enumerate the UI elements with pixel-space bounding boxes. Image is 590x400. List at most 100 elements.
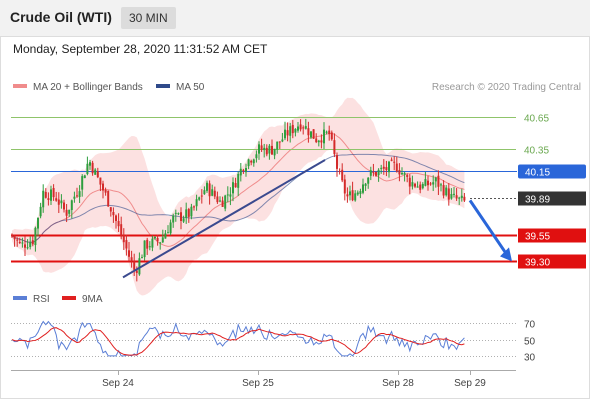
x-tick-label-0: Sep 24 bbox=[102, 378, 134, 389]
candle-body bbox=[78, 191, 81, 198]
candle-body bbox=[21, 242, 24, 244]
candle-body bbox=[273, 148, 276, 156]
candle-body bbox=[164, 233, 167, 239]
candle-body bbox=[375, 171, 377, 176]
candle-body bbox=[250, 160, 253, 163]
candle-body bbox=[302, 127, 305, 129]
candle-body bbox=[380, 167, 383, 169]
candlesticks bbox=[11, 118, 466, 282]
candle-body bbox=[148, 246, 151, 248]
candle-body bbox=[177, 213, 180, 215]
bollinger-band-area bbox=[12, 97, 465, 296]
candle-body bbox=[68, 209, 71, 214]
candle-body bbox=[291, 124, 294, 134]
candle-body bbox=[47, 198, 50, 201]
level-label-3: 39.89 bbox=[525, 195, 550, 206]
rsi-gridlines: 30 50 70 bbox=[11, 320, 536, 364]
candle-body bbox=[187, 209, 190, 217]
candle-body bbox=[229, 194, 232, 197]
candle-body bbox=[411, 182, 414, 187]
candle-body bbox=[42, 190, 45, 208]
price-level-labels: 40.65 40.35 40.15 39.89 39.55 39.30 bbox=[518, 114, 586, 269]
candle-body bbox=[120, 224, 123, 236]
candle-body bbox=[437, 175, 440, 187]
candle-body bbox=[310, 131, 312, 138]
candle-body bbox=[281, 139, 284, 142]
candle-body bbox=[362, 184, 364, 193]
rsi-line bbox=[11, 320, 465, 357]
candle-body bbox=[408, 177, 411, 187]
candle-body bbox=[276, 141, 279, 150]
candle-body bbox=[31, 240, 34, 245]
candle-body bbox=[369, 170, 372, 176]
candle-body bbox=[180, 212, 182, 221]
candle-body bbox=[453, 193, 455, 195]
candle-body bbox=[450, 193, 453, 199]
x-tick-label-1: Sep 25 bbox=[242, 378, 274, 389]
candle-body bbox=[440, 184, 442, 186]
level-tag-5 bbox=[518, 254, 586, 269]
forecast-arrow bbox=[468, 199, 510, 258]
timeframe-badge[interactable]: 30 MIN bbox=[121, 7, 176, 29]
ma50-legend-swatch bbox=[156, 84, 170, 88]
level-label-2: 40.15 bbox=[525, 168, 550, 179]
rsi-tick-label-1: 50 bbox=[524, 337, 536, 348]
candle-body bbox=[190, 206, 193, 217]
candle-body bbox=[141, 257, 143, 259]
candle-body bbox=[130, 257, 133, 261]
candle-body bbox=[161, 237, 164, 243]
ma20-legend-label: MA 20 + Bollinger Bands bbox=[33, 82, 143, 93]
candle-body bbox=[393, 161, 396, 163]
candle-body bbox=[34, 227, 37, 246]
candle-body bbox=[416, 186, 419, 188]
candle-body bbox=[52, 188, 55, 198]
trendline bbox=[122, 159, 512, 279]
candle-body bbox=[260, 145, 263, 150]
candle-body bbox=[154, 236, 156, 239]
candle-body bbox=[39, 206, 42, 217]
bollinger-bands bbox=[12, 97, 465, 296]
candle-body bbox=[356, 192, 359, 195]
candle-body bbox=[193, 206, 195, 208]
x-axis: Sep 24 Sep 25 Sep 28 Sep 29 bbox=[102, 370, 486, 389]
candle-body bbox=[401, 173, 403, 175]
candle-body bbox=[447, 188, 450, 200]
candle-body bbox=[323, 129, 325, 144]
candle-body bbox=[351, 190, 354, 201]
candle-body bbox=[112, 212, 115, 216]
candle-body bbox=[328, 130, 331, 135]
candle-body bbox=[13, 235, 16, 240]
candle-body bbox=[73, 196, 76, 199]
candle-body bbox=[89, 162, 91, 166]
candle-body bbox=[294, 128, 297, 133]
candle-body bbox=[299, 124, 302, 130]
candle-body bbox=[151, 238, 154, 248]
candle-body bbox=[102, 183, 104, 191]
candle-body bbox=[304, 126, 307, 129]
candle-body bbox=[419, 184, 422, 190]
candle-body bbox=[96, 171, 99, 178]
candle-body bbox=[377, 169, 380, 176]
level-label-0: 40.65 bbox=[524, 114, 549, 125]
candle-body bbox=[421, 184, 424, 189]
candle-body bbox=[133, 261, 136, 270]
candle-body bbox=[65, 209, 68, 216]
ma20-legend-swatch bbox=[13, 84, 27, 88]
chart-datetime: Monday, September 28, 2020 11:31:52 AM C… bbox=[13, 42, 268, 56]
level-tag-4 bbox=[518, 228, 586, 243]
candle-body bbox=[333, 140, 336, 155]
candle-body bbox=[258, 144, 260, 154]
candle-body bbox=[94, 169, 97, 175]
candle-body bbox=[349, 191, 351, 196]
candle-body bbox=[172, 215, 175, 223]
candle-body bbox=[346, 194, 349, 197]
candle-body bbox=[44, 191, 47, 198]
rsi-lines bbox=[11, 320, 465, 357]
candle-body bbox=[463, 196, 466, 201]
candle-body bbox=[315, 138, 318, 143]
candle-body bbox=[424, 179, 427, 186]
candle-body bbox=[167, 232, 169, 234]
candle-body bbox=[219, 200, 221, 202]
candle-body bbox=[382, 166, 385, 169]
